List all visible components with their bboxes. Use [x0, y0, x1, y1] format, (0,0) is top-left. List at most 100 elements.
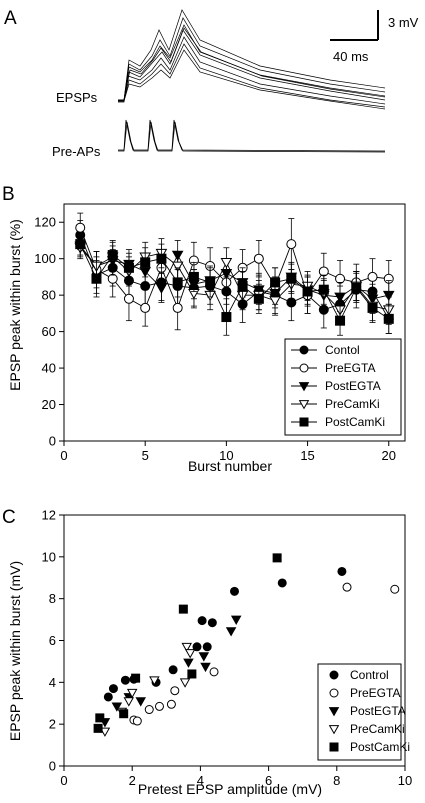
chart-c-point: [135, 697, 146, 707]
chart-c-xtick-label: 8: [333, 773, 340, 788]
chart-b-point: [188, 271, 199, 282]
chart-b-xlabel: Burst number: [188, 458, 272, 474]
chart-b-point: [253, 253, 264, 264]
chart-b-legend-label: PreCamKi: [325, 397, 380, 411]
chart-b-point: [383, 313, 394, 324]
chart-b-ytick-label: 100: [34, 251, 56, 266]
chart-c-point: [342, 582, 352, 592]
chart-c-point: [183, 658, 194, 668]
chart-b-point: [156, 253, 167, 264]
pre-ap-traces: [118, 119, 386, 153]
chart-c-point: [187, 669, 197, 679]
chart-c-point: [225, 627, 237, 637]
chart-b-point: [237, 281, 248, 292]
chart-c-point: [99, 727, 111, 737]
chart-b-point: [140, 257, 151, 268]
chart-c-point: [179, 678, 191, 688]
chart-b-point: [302, 286, 313, 297]
chart-b-ytick-label: 0: [49, 434, 56, 449]
chart-b-point: [335, 315, 346, 326]
chart-b-ytick-label: 120: [34, 215, 56, 230]
chart-c-point: [178, 604, 188, 614]
chart-c-point: [103, 692, 113, 702]
chart-b-point: [221, 312, 232, 323]
panel-b: B EPSP peak within burst (%) Burst numbe…: [2, 184, 406, 474]
chart-c-ytick-label: 10: [42, 549, 56, 564]
chart-c-ytick-label: 0: [49, 759, 56, 774]
chart-b-point: [318, 266, 329, 277]
chart-c-legend-label: PreCamKi: [350, 722, 405, 736]
chart-b-point: [318, 284, 329, 295]
panel-a: A EPSPs Pre-APs 3 mV 40 ms: [4, 8, 419, 159]
scale-time-label: 40 ms: [333, 49, 369, 64]
chart-c-ytick-label: 6: [49, 633, 56, 648]
chart-b-point: [269, 296, 281, 307]
chart-c-xtick-label: 4: [197, 773, 204, 788]
chart-c-point: [207, 618, 217, 628]
chart-c-ytick-label: 12: [42, 508, 56, 523]
chart-b-point: [123, 293, 134, 304]
chart-b-point: [253, 293, 264, 304]
chart-c-point: [119, 709, 129, 719]
chart-b-ytick-label: 60: [42, 324, 56, 339]
chart-c-legend: Control PreEGTA PostEGTA PreCamKi PostCamKi: [317, 663, 410, 761]
chart-c-point: [166, 699, 176, 709]
chart-c-point: [93, 723, 103, 733]
chart-c-ylabel: EPSP peak within burst (mV): [7, 561, 23, 741]
chart-b-point: [91, 273, 102, 284]
chart-b-xtick-label: 10: [219, 448, 233, 463]
chart-c-point: [95, 713, 105, 723]
chart-c-legend-marker: [329, 670, 339, 680]
chart-c-legend-label: PreEGTA: [350, 686, 400, 700]
chart-b-legend-marker: [299, 363, 309, 373]
scale-bar: 3 mV 40 ms: [330, 10, 419, 64]
chart-b-point: [367, 271, 378, 282]
chart-c-point: [184, 649, 196, 659]
chart-c-point: [170, 686, 180, 696]
chart-c-legend-marker: [328, 707, 340, 717]
chart-b-legend-label: PostEGTA: [325, 379, 381, 393]
chart-b-xtick-label: 0: [60, 448, 67, 463]
chart-b-ytick-label: 40: [42, 361, 56, 376]
chart-b-point: [286, 273, 297, 284]
chart-b-point: [172, 302, 183, 313]
panel-c-letter: C: [2, 507, 16, 528]
panel-a-letter: A: [4, 8, 17, 29]
chart-b-point: [205, 277, 216, 288]
panel-c: C EPSP peak within burst (mV) Pretest EP…: [2, 507, 412, 797]
chart-c-point: [192, 642, 202, 652]
chart-c-point: [272, 553, 282, 563]
chart-c-point: [111, 702, 123, 712]
chart-c-point: [154, 701, 164, 711]
chart-c-point: [168, 665, 178, 675]
panel-b-letter: B: [2, 184, 15, 205]
chart-b-legend-marker: [298, 400, 310, 410]
chart-b-plot-area: 0 5 10 15 20 0 20 40 60 80 100 120: [34, 203, 406, 463]
pre-aps-label: Pre-APs: [52, 144, 101, 159]
chart-c-legend-marker: [329, 742, 339, 752]
chart-c-legend-label: PostCamKi: [350, 740, 410, 754]
chart-c-point: [181, 642, 193, 653]
chart-b-point: [75, 222, 86, 233]
chart-c-point: [277, 578, 287, 588]
chart-c-point: [120, 675, 130, 685]
chart-b-point: [155, 283, 168, 294]
chart-c-ytick-label: 8: [49, 591, 56, 606]
chart-c-point: [230, 586, 239, 596]
chart-b-ytick-label: 20: [42, 397, 56, 412]
chart-c-plot-area: 0 2 4 6 8 10 0 2 4 6 8 10 12: [42, 508, 413, 789]
chart-b-point: [367, 302, 378, 313]
chart-b-legend-label: PostCamKi: [325, 415, 385, 429]
chart-b-legend-marker: [299, 417, 309, 427]
chart-b-point: [75, 239, 86, 250]
chart-b-point: [107, 273, 118, 284]
chart-b-frame: [63, 203, 406, 442]
chart-b-legend-label: Contol: [325, 343, 360, 357]
chart-b-legend-label: PreEGTA: [325, 361, 375, 375]
chart-b-legend-marker: [298, 382, 310, 392]
chart-c-legend-label: PostEGTA: [350, 704, 406, 718]
chart-b-point: [220, 258, 233, 269]
chart-b-point: [351, 282, 362, 293]
chart-c-legend-marker: [328, 725, 340, 735]
chart-c-xtick-label: 0: [60, 773, 67, 788]
